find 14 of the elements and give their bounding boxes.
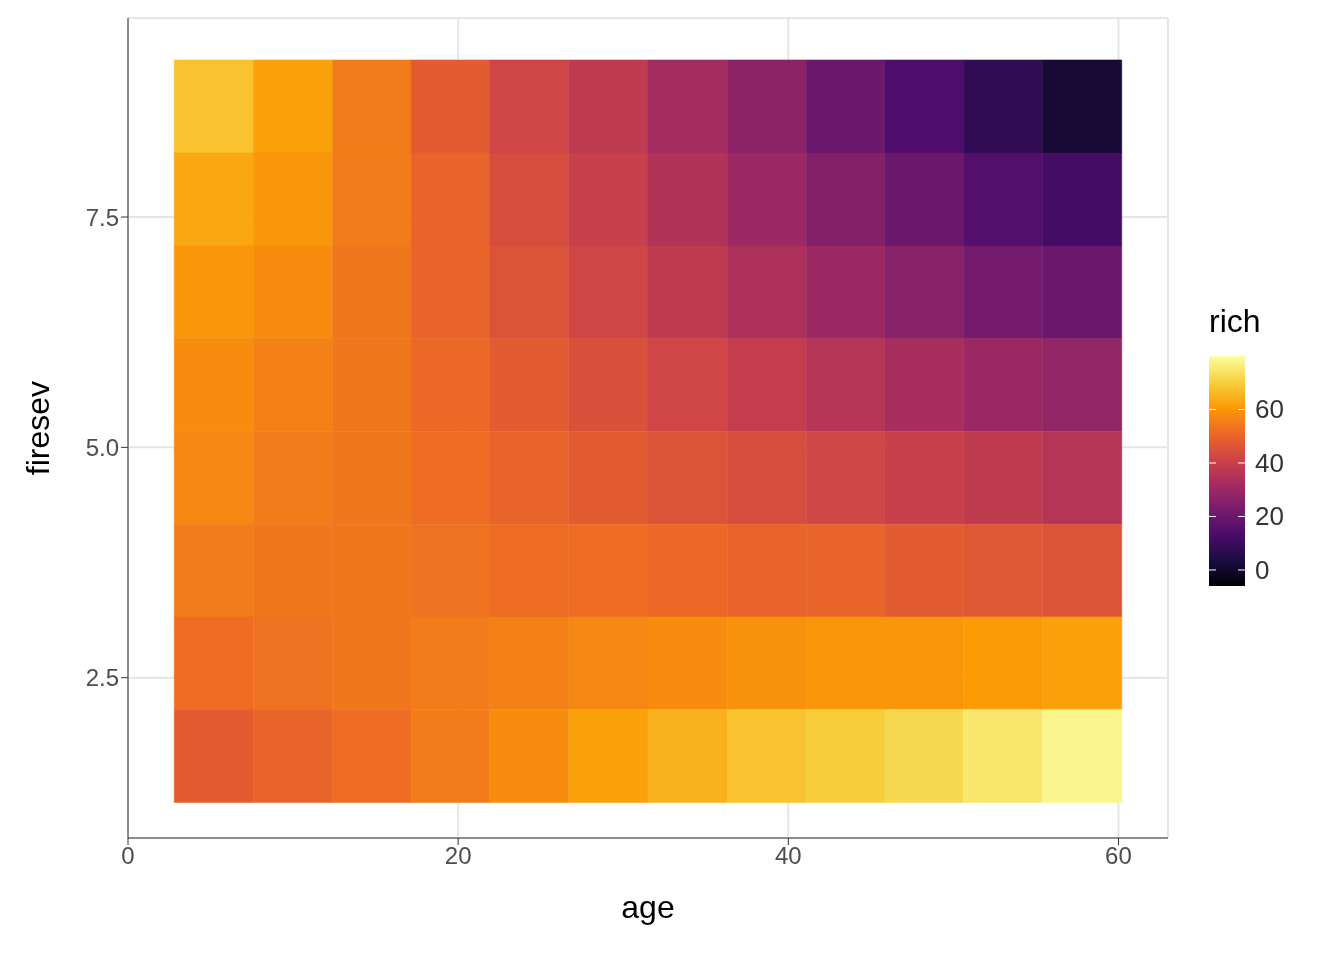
color-bar-label: 40 (1255, 447, 1284, 478)
y-tick-label: 5.0 (85, 433, 119, 461)
color-bar-title: rich (1209, 303, 1261, 339)
color-bar-label: 60 (1255, 394, 1284, 425)
y-axis-title: firesev (20, 380, 57, 476)
y-tick-label: 2.5 (85, 664, 119, 692)
x-tick-label: 20 (444, 842, 472, 870)
x-axis-title: age (621, 889, 675, 925)
y-tick-label: 7.5 (85, 203, 119, 231)
color-bar-label: 0 (1255, 554, 1270, 585)
x-tick-label: 60 (1105, 842, 1132, 870)
x-tick-label: 0 (121, 842, 135, 870)
color-bar-label: 20 (1255, 501, 1284, 532)
x-tick-label: 40 (774, 842, 802, 870)
